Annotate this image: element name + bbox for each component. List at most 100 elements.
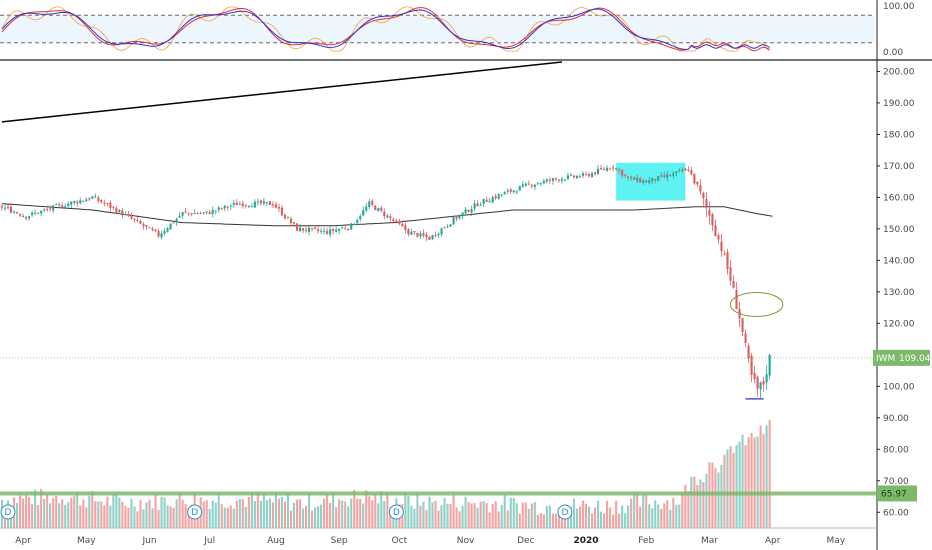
- volume-bar: [726, 449, 729, 528]
- volume-bar: [437, 510, 440, 528]
- candle-body: [280, 207, 284, 216]
- candle-body: [229, 205, 232, 207]
- volume-bar: [479, 501, 482, 528]
- volume-bar: [320, 504, 323, 528]
- volume-bar: [277, 498, 281, 528]
- candle-body: [407, 229, 410, 235]
- candle-body: [148, 227, 151, 229]
- candle-body: [326, 230, 329, 234]
- candle-body: [79, 200, 82, 204]
- volume-bar: [329, 502, 332, 528]
- time-tick-label: May: [77, 536, 96, 546]
- candle-body: [609, 168, 612, 170]
- candle-body: [181, 212, 184, 216]
- candle-body: [639, 178, 642, 183]
- volume-bar: [741, 434, 744, 528]
- volume-bar: [446, 503, 449, 528]
- candle-body: [199, 213, 202, 215]
- volume-bar: [600, 511, 603, 528]
- candle-body: [705, 199, 708, 208]
- candle-body: [85, 199, 88, 202]
- dividend-marker: [187, 504, 203, 520]
- price-tick-label: 120.00: [883, 319, 915, 329]
- candle-body: [593, 172, 597, 174]
- candle-body: [708, 210, 711, 216]
- candle-body: [738, 308, 741, 319]
- volume-bar: [172, 508, 175, 528]
- moving-average-layer: [1, 203, 773, 227]
- candle-body: [106, 203, 109, 205]
- volume-bar: [533, 502, 536, 528]
- candle-body: [103, 202, 106, 204]
- volume-bar: [235, 500, 238, 528]
- candle-body: [419, 233, 422, 237]
- candle-body: [73, 201, 76, 203]
- candle-body: [317, 229, 320, 232]
- volume-bar: [64, 504, 67, 528]
- volume-bar: [542, 514, 545, 528]
- candle-body: [314, 227, 317, 229]
- candle-body: [687, 169, 690, 171]
- volume-bar: [666, 500, 669, 528]
- volume-bar: [317, 506, 320, 528]
- candle-body: [666, 174, 669, 178]
- volume-bar: [660, 508, 663, 528]
- candle-body: [759, 382, 762, 390]
- volume-bar: [226, 507, 229, 528]
- volume-bar: [88, 495, 91, 528]
- volume-bar: [259, 500, 262, 528]
- time-tick-label: Aug: [267, 536, 285, 546]
- candle-body: [178, 216, 181, 218]
- oscillator-k-line: [1, 8, 770, 50]
- candle-body: [660, 175, 663, 177]
- volume-bar: [160, 496, 163, 528]
- last-price-badge: [873, 349, 930, 366]
- candle-body: [265, 201, 268, 203]
- volume-bar: [383, 500, 386, 528]
- volume-bar: [735, 445, 738, 528]
- candle-body: [702, 192, 705, 199]
- time-tick-label: Apr: [765, 536, 781, 546]
- candle-body: [184, 211, 187, 213]
- volume-bar: [624, 513, 627, 528]
- volume-bar: [265, 500, 268, 528]
- volume-bar: [61, 499, 64, 528]
- volume-bar: [581, 500, 585, 528]
- volume-bar: [377, 503, 380, 528]
- candle-body: [196, 212, 199, 214]
- candle-body: [741, 318, 744, 332]
- time-tick-label: Apr: [15, 536, 31, 546]
- time-tick-label: Nov: [457, 536, 475, 546]
- volume-bar: [440, 505, 443, 528]
- volume-bar: [759, 425, 762, 528]
- candle-body: [669, 175, 672, 177]
- candle-body: [606, 167, 609, 171]
- price-tick-label: 160.00: [883, 193, 915, 203]
- candle-body: [473, 203, 476, 209]
- candle-body: [220, 208, 223, 210]
- candle-body: [169, 223, 172, 230]
- price-tick-label: 150.00: [883, 225, 915, 235]
- candle-body: [488, 201, 491, 203]
- volume-bar: [335, 507, 338, 528]
- volume-bar: [91, 491, 94, 528]
- candle-body: [67, 203, 70, 207]
- candle-body: [172, 222, 175, 224]
- volume-bar: [768, 419, 771, 528]
- volume-bar: [142, 509, 145, 528]
- volume-bar: [175, 499, 178, 528]
- candle-body: [55, 204, 58, 206]
- volume-bar: [241, 499, 244, 528]
- dividend-marker: [557, 504, 573, 520]
- volume-bar: [636, 495, 639, 528]
- candle-body: [569, 174, 573, 176]
- volume-bar: [530, 503, 533, 528]
- volume-bar: [184, 503, 187, 528]
- volume-bar: [256, 493, 259, 528]
- volume-bar: [648, 504, 651, 528]
- candle-body: [618, 169, 621, 171]
- volume-bar: [166, 505, 169, 528]
- volume-bar: [268, 498, 271, 528]
- candle-body: [545, 179, 548, 182]
- candle-body: [675, 171, 678, 174]
